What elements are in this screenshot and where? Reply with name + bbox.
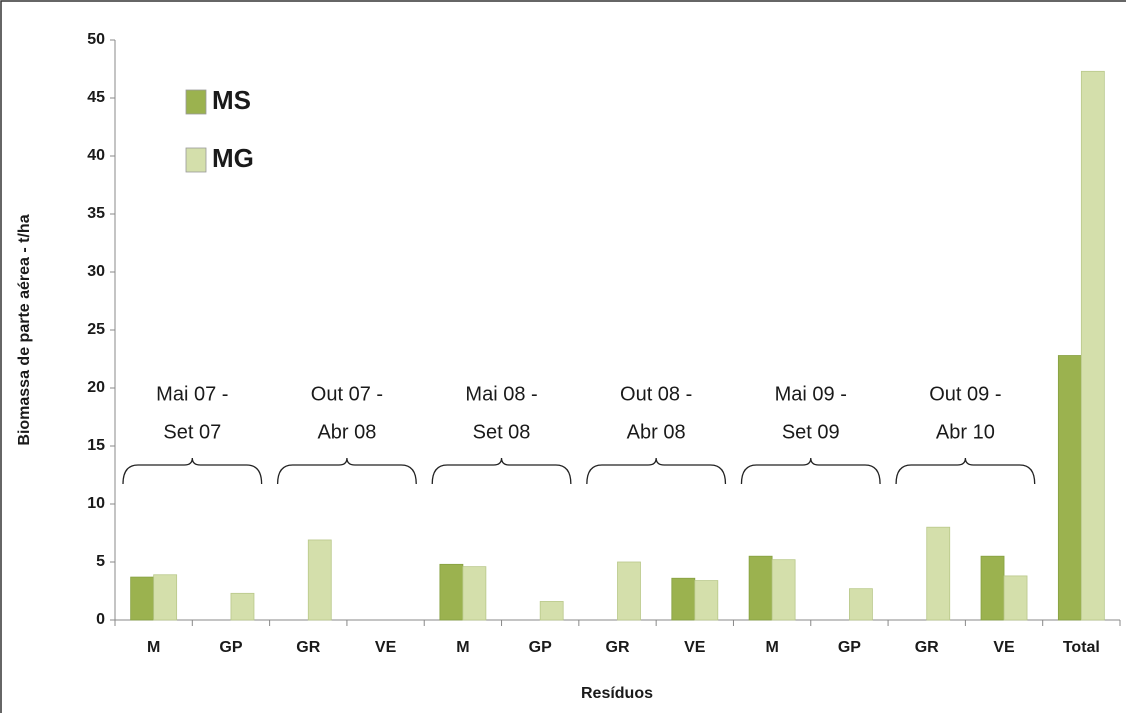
x-tick-label: GP (838, 639, 861, 656)
x-tick-label: M (456, 639, 469, 656)
bar (617, 561, 641, 621)
x-tick-label: M (765, 639, 778, 656)
legend-swatch (185, 147, 207, 173)
y-tick-label: 10 (87, 495, 105, 512)
y-tick-label: 20 (87, 379, 105, 396)
x-tick-label: M (147, 639, 160, 656)
x-tick-label: VE (684, 639, 706, 656)
x-axis-title: Resíduos (581, 685, 653, 702)
group-label: Mai 08 - (465, 383, 537, 405)
x-tick-label: Total (1063, 639, 1100, 656)
x-tick-label: VE (375, 639, 397, 656)
legend-label: MS (212, 85, 251, 115)
y-tick-label: 45 (87, 89, 105, 106)
group-brace (895, 457, 1036, 485)
y-tick-label: 40 (87, 147, 105, 164)
bar (153, 574, 178, 621)
x-tick-label: GR (915, 639, 939, 656)
bar (230, 592, 255, 621)
bar (771, 559, 796, 621)
bar (439, 563, 464, 621)
y-tick-label: 35 (87, 205, 105, 222)
group-label: Abr 08 (317, 421, 376, 443)
group-brace (586, 457, 727, 485)
group-brace (122, 457, 263, 485)
bar (671, 577, 696, 621)
group-label: Set 07 (163, 421, 221, 443)
group-label: Out 08 - (620, 383, 692, 405)
bar (1080, 70, 1105, 621)
y-tick-label: 0 (96, 611, 105, 628)
group-label: Abr 10 (936, 421, 995, 443)
group-label: Set 08 (473, 421, 531, 443)
group-label: Set 09 (782, 421, 840, 443)
y-axis-title: Biomassa de parte aérea - t/ha (16, 214, 33, 445)
bar (926, 526, 951, 621)
y-tick-label: 15 (87, 437, 105, 454)
y-tick-label: 50 (87, 31, 105, 48)
y-tick-label: 5 (96, 553, 105, 570)
x-tick-label: VE (993, 639, 1015, 656)
group-brace (276, 457, 417, 485)
bar (748, 555, 773, 621)
bar (694, 580, 719, 621)
group-label: Mai 09 - (775, 383, 847, 405)
x-tick-label: GP (529, 639, 552, 656)
bar (1003, 575, 1028, 621)
group-label: Out 09 - (929, 383, 1001, 405)
group-label: Out 07 - (311, 383, 383, 405)
bar (462, 566, 487, 621)
y-tick-label: 25 (87, 321, 105, 338)
x-tick-label: GR (296, 639, 320, 656)
bar (849, 588, 873, 621)
group-brace (740, 457, 881, 485)
group-label: Abr 08 (627, 421, 686, 443)
bar (307, 539, 332, 621)
group-label: Mai 07 - (156, 383, 228, 405)
group-brace (431, 457, 572, 485)
bar (1057, 355, 1082, 621)
bar (539, 601, 564, 621)
legend-label: MG (212, 143, 254, 173)
bar (130, 576, 155, 621)
bar (980, 555, 1005, 621)
x-tick-label: GR (606, 639, 630, 656)
x-tick-label: GP (219, 639, 242, 656)
legend-swatch (185, 89, 207, 115)
y-tick-label: 30 (87, 263, 105, 280)
